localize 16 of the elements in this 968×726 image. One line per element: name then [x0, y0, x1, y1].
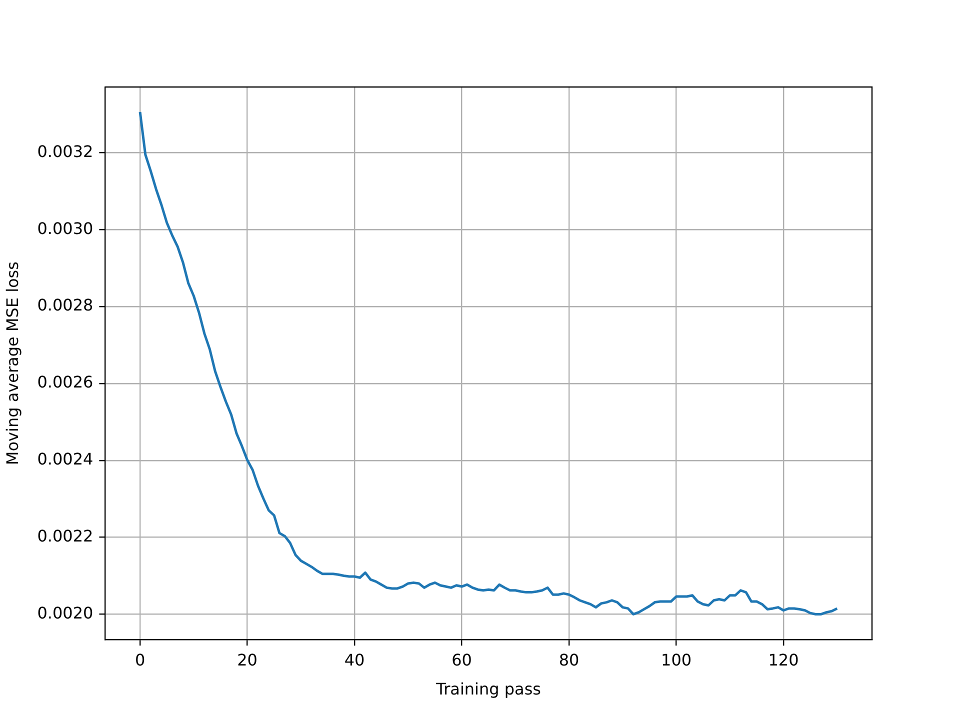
y-tick-label: 0.0032 — [37, 142, 94, 161]
x-tick-label: 60 — [452, 650, 472, 670]
x-tick-label: 100 — [661, 650, 692, 670]
y-tick-label: 0.0030 — [37, 218, 94, 238]
x-axis-title: Training pass — [435, 680, 542, 699]
x-tick-label: 20 — [237, 650, 258, 670]
y-tick-label: 0.0022 — [37, 526, 94, 546]
x-tick-label: 80 — [558, 650, 580, 670]
y-tick-label: 0.0028 — [37, 296, 94, 315]
x-tick-label: 40 — [344, 650, 365, 670]
y-tick-label: 0.0026 — [37, 372, 94, 392]
y-tick-label: 0.0020 — [37, 603, 94, 622]
y-axis-title: Moving average MSE loss — [2, 262, 22, 466]
x-tick-label: 0 — [134, 650, 146, 670]
y-tick-label: 0.0024 — [37, 450, 94, 469]
x-tick-label: 120 — [768, 650, 799, 670]
